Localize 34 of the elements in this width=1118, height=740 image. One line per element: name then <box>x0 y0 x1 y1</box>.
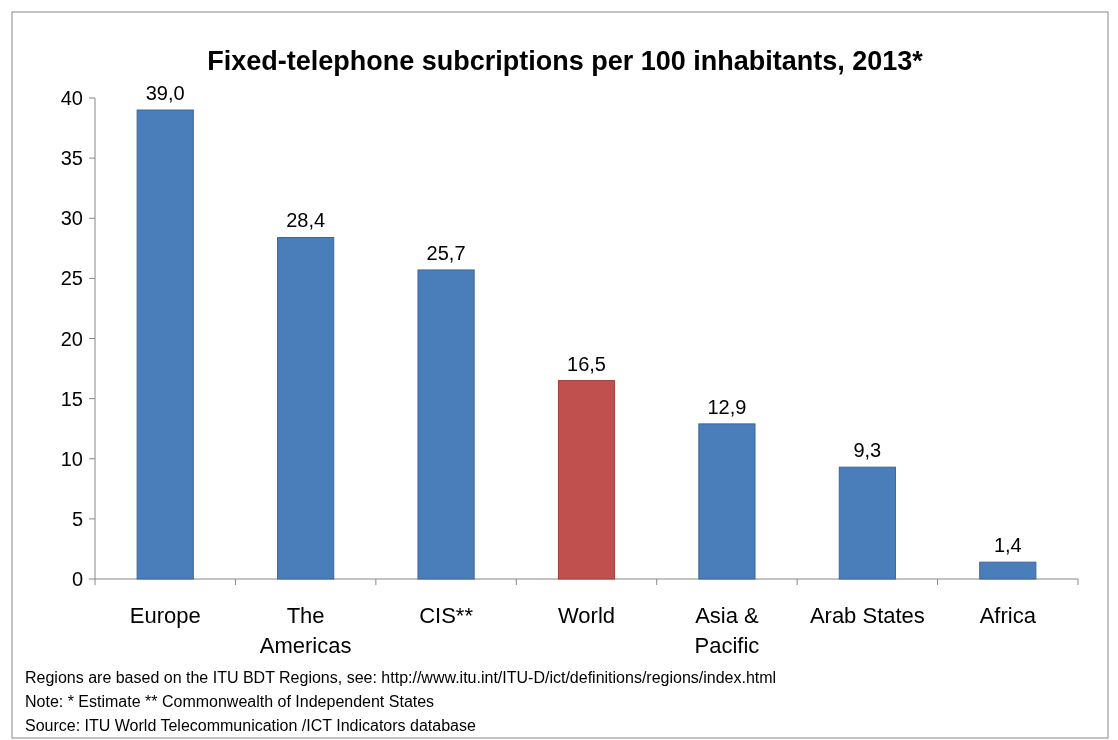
x-tick-label: CIS** <box>419 603 474 628</box>
bar <box>277 236 335 580</box>
x-tick-label: Asia & Pacific <box>694 603 760 658</box>
bar <box>979 561 1037 580</box>
bar <box>698 423 756 580</box>
y-tick-label: 35 <box>60 147 83 170</box>
y-tick-label: 30 <box>60 207 83 230</box>
y-tick-label: 10 <box>60 447 83 470</box>
text: Note: * Estimate ** Commonwealth of Independent States <box>25 693 435 710</box>
y-tick-label: 25 <box>60 267 83 290</box>
text: Regions are based on the ITU BDT Regions, see: http://www.itu.int/ITU-D/ict/definitions/regions/index.html <box>25 669 777 686</box>
bar <box>417 269 475 580</box>
x-tick-label: World <box>557 603 616 628</box>
y-tick-label: 15 <box>60 387 83 410</box>
data-label: 12,9 <box>707 395 747 418</box>
chart-title: Fixed-telephone subcriptions per 100 inhabitants, 2013* <box>207 46 924 76</box>
source-note: Source: ITU World Telecommunication /ICT Indicators database <box>25 717 476 734</box>
x-tick-label: The Americas <box>259 603 352 658</box>
x-tick-label: Europe <box>129 603 201 628</box>
data-label: 39,0 <box>145 82 185 105</box>
y-tick-label: 40 <box>60 87 83 109</box>
data-label: 1,4 <box>993 534 1022 557</box>
data-label: 25,7 <box>426 241 466 264</box>
bar <box>136 109 194 580</box>
x-tick-label: Arab States <box>809 603 925 628</box>
bar <box>838 466 896 580</box>
bar <box>557 380 616 580</box>
data-label: 9,3 <box>853 439 882 462</box>
y-tick-label: 20 <box>60 327 83 350</box>
data-label: 28,4 <box>286 209 326 232</box>
x-tick-label: Africa <box>979 603 1037 628</box>
y-tick-label: 0 <box>71 568 83 590</box>
data-label: 16,5 <box>567 352 606 375</box>
y-tick-label: 5 <box>71 507 83 530</box>
